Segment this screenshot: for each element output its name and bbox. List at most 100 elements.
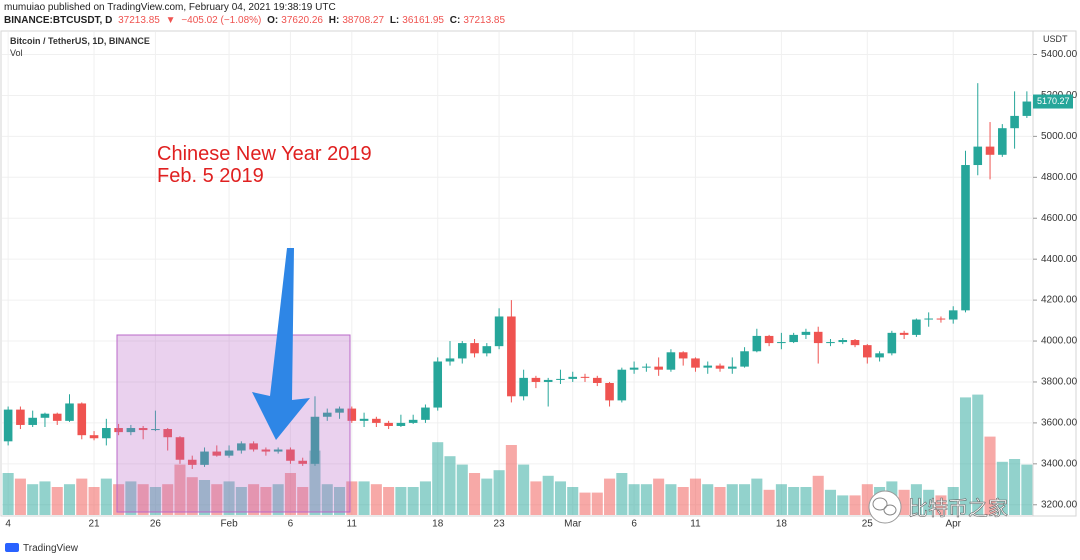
volume-bar: [653, 478, 665, 515]
watermark-text: 比特币之家: [908, 497, 1008, 520]
candle-body: [985, 146, 995, 155]
volume-bar: [297, 487, 309, 515]
candle-body: [936, 318, 946, 320]
volume-bar: [186, 477, 198, 515]
candle-body: [102, 428, 111, 439]
volume-bar: [640, 484, 652, 515]
x-tick-label: 18: [432, 519, 444, 530]
candle-body: [16, 409, 25, 425]
brand: TradingView: [5, 543, 79, 554]
y-tick-label: 5000.00: [1041, 131, 1078, 142]
watermark-icon: [872, 497, 888, 511]
candle-body: [482, 346, 492, 354]
volume-bar: [751, 478, 763, 515]
candle-body: [654, 366, 663, 370]
y-unit: USDT: [1043, 34, 1068, 44]
last-price-box: [1033, 94, 1073, 109]
volume-bar: [910, 484, 922, 515]
volume-bar: [996, 461, 1008, 515]
volume-bar: [579, 492, 591, 515]
quote-l: 36161.95: [402, 15, 444, 26]
candle-body: [740, 351, 749, 367]
candle-body: [212, 451, 222, 456]
volume-bar: [849, 495, 861, 515]
y-tick-label: 3800.00: [1041, 377, 1078, 388]
volume-bar: [370, 484, 382, 515]
candle-body: [1022, 101, 1032, 116]
volume-bar: [198, 480, 211, 515]
volume-bar: [223, 481, 235, 515]
volume-bar: [260, 487, 272, 515]
candle-body: [912, 319, 921, 335]
volume-bar: [775, 484, 787, 515]
candle-body: [592, 377, 602, 383]
volume-bar: [63, 484, 76, 515]
volume-bar: [419, 481, 431, 515]
candle-body: [335, 408, 344, 413]
candle-body: [249, 443, 258, 450]
y-tick-label: 4400.00: [1041, 254, 1078, 265]
volume-bar: [481, 478, 493, 515]
quote-h: 38708.27: [342, 15, 385, 26]
volume-bar: [1009, 459, 1021, 515]
candle-body: [77, 403, 87, 436]
volume-bar: [113, 484, 125, 515]
candle-body: [924, 318, 933, 320]
volume-bar: [27, 484, 39, 515]
volume-bar: [959, 397, 972, 515]
candle-body: [605, 382, 614, 401]
candle-body: [175, 437, 185, 460]
volume-bar: [542, 475, 554, 515]
candle-body: [899, 332, 909, 335]
candle-body: [727, 366, 737, 369]
candle-body: [372, 418, 381, 423]
candle-body: [678, 352, 688, 359]
y-tick-label: 3400.00: [1041, 458, 1078, 469]
x-tick-label: Apr: [945, 519, 961, 530]
y-tick-label: 4200.00: [1041, 295, 1078, 306]
candle-body: [519, 377, 528, 397]
chart-title: Bitcoin / TetherUS, 1D, BINANCE: [10, 36, 150, 46]
x-tick-label: 6: [631, 519, 637, 530]
change: −405.02 (−1.08%): [181, 15, 262, 26]
volume-bar: [763, 489, 775, 515]
candle-body: [752, 335, 762, 352]
candle-body: [764, 335, 774, 344]
candle-body: [1010, 115, 1019, 129]
candle-body: [850, 340, 860, 346]
volume-bar: [51, 487, 63, 515]
volume-bar: [702, 484, 714, 515]
candle-body: [715, 365, 725, 369]
quote-line: BINANCE:BTCUSDT, D 37213.85 ▼ −405.02 (−…: [4, 15, 508, 26]
volume-bar: [125, 481, 137, 515]
volume-bar: [628, 484, 640, 515]
candle-body: [445, 358, 455, 362]
volume-bar: [677, 487, 689, 515]
candle-body: [3, 409, 13, 442]
volume-bar: [174, 464, 186, 515]
quote-c-label: C:: [449, 15, 461, 26]
y-tick-label: 4000.00: [1041, 336, 1078, 347]
candle-body: [396, 422, 406, 426]
candle-body: [151, 429, 160, 431]
watermark-icon: [883, 504, 897, 516]
candle-body: [163, 429, 172, 438]
volume-bar: [235, 487, 247, 515]
candle-body: [286, 449, 295, 461]
y-tick-label: 3600.00: [1041, 418, 1078, 429]
candle-body: [494, 316, 504, 347]
watermark: 比特币之家: [868, 490, 1008, 524]
candle-body: [261, 449, 271, 452]
x-tick-label: 4: [5, 519, 11, 530]
symbol: BINANCE:BTCUSDT, D: [4, 15, 113, 26]
candle-body: [224, 450, 234, 456]
volume-bar: [248, 484, 260, 515]
candle-body: [322, 412, 332, 417]
volume-bar: [616, 473, 628, 515]
volume-bar: [837, 495, 849, 515]
candle-body: [863, 345, 872, 358]
candle-body: [507, 316, 516, 397]
volume-bar: [211, 484, 223, 515]
quote-o: 37620.26: [281, 15, 323, 26]
